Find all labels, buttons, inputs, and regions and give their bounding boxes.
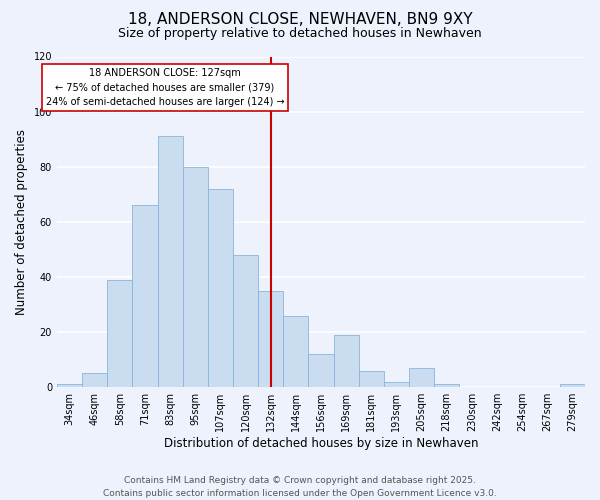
Bar <box>57 384 82 387</box>
Bar <box>409 368 434 387</box>
Bar <box>334 335 359 387</box>
X-axis label: Distribution of detached houses by size in Newhaven: Distribution of detached houses by size … <box>164 437 478 450</box>
Text: Contains HM Land Registry data © Crown copyright and database right 2025.
Contai: Contains HM Land Registry data © Crown c… <box>103 476 497 498</box>
Text: 18 ANDERSON CLOSE: 127sqm
← 75% of detached houses are smaller (379)
24% of semi: 18 ANDERSON CLOSE: 127sqm ← 75% of detac… <box>46 68 284 107</box>
Bar <box>182 166 208 387</box>
Bar <box>258 291 283 387</box>
Text: 18, ANDERSON CLOSE, NEWHAVEN, BN9 9XY: 18, ANDERSON CLOSE, NEWHAVEN, BN9 9XY <box>128 12 472 28</box>
Bar <box>107 280 133 387</box>
Bar <box>359 370 384 387</box>
Bar <box>158 136 182 387</box>
Bar <box>133 206 158 387</box>
Bar <box>384 382 409 387</box>
Bar <box>208 189 233 387</box>
Bar <box>560 384 585 387</box>
Bar <box>308 354 334 387</box>
Text: Size of property relative to detached houses in Newhaven: Size of property relative to detached ho… <box>118 28 482 40</box>
Bar <box>434 384 459 387</box>
Bar <box>283 316 308 387</box>
Bar <box>82 374 107 387</box>
Y-axis label: Number of detached properties: Number of detached properties <box>15 129 28 315</box>
Bar <box>233 255 258 387</box>
